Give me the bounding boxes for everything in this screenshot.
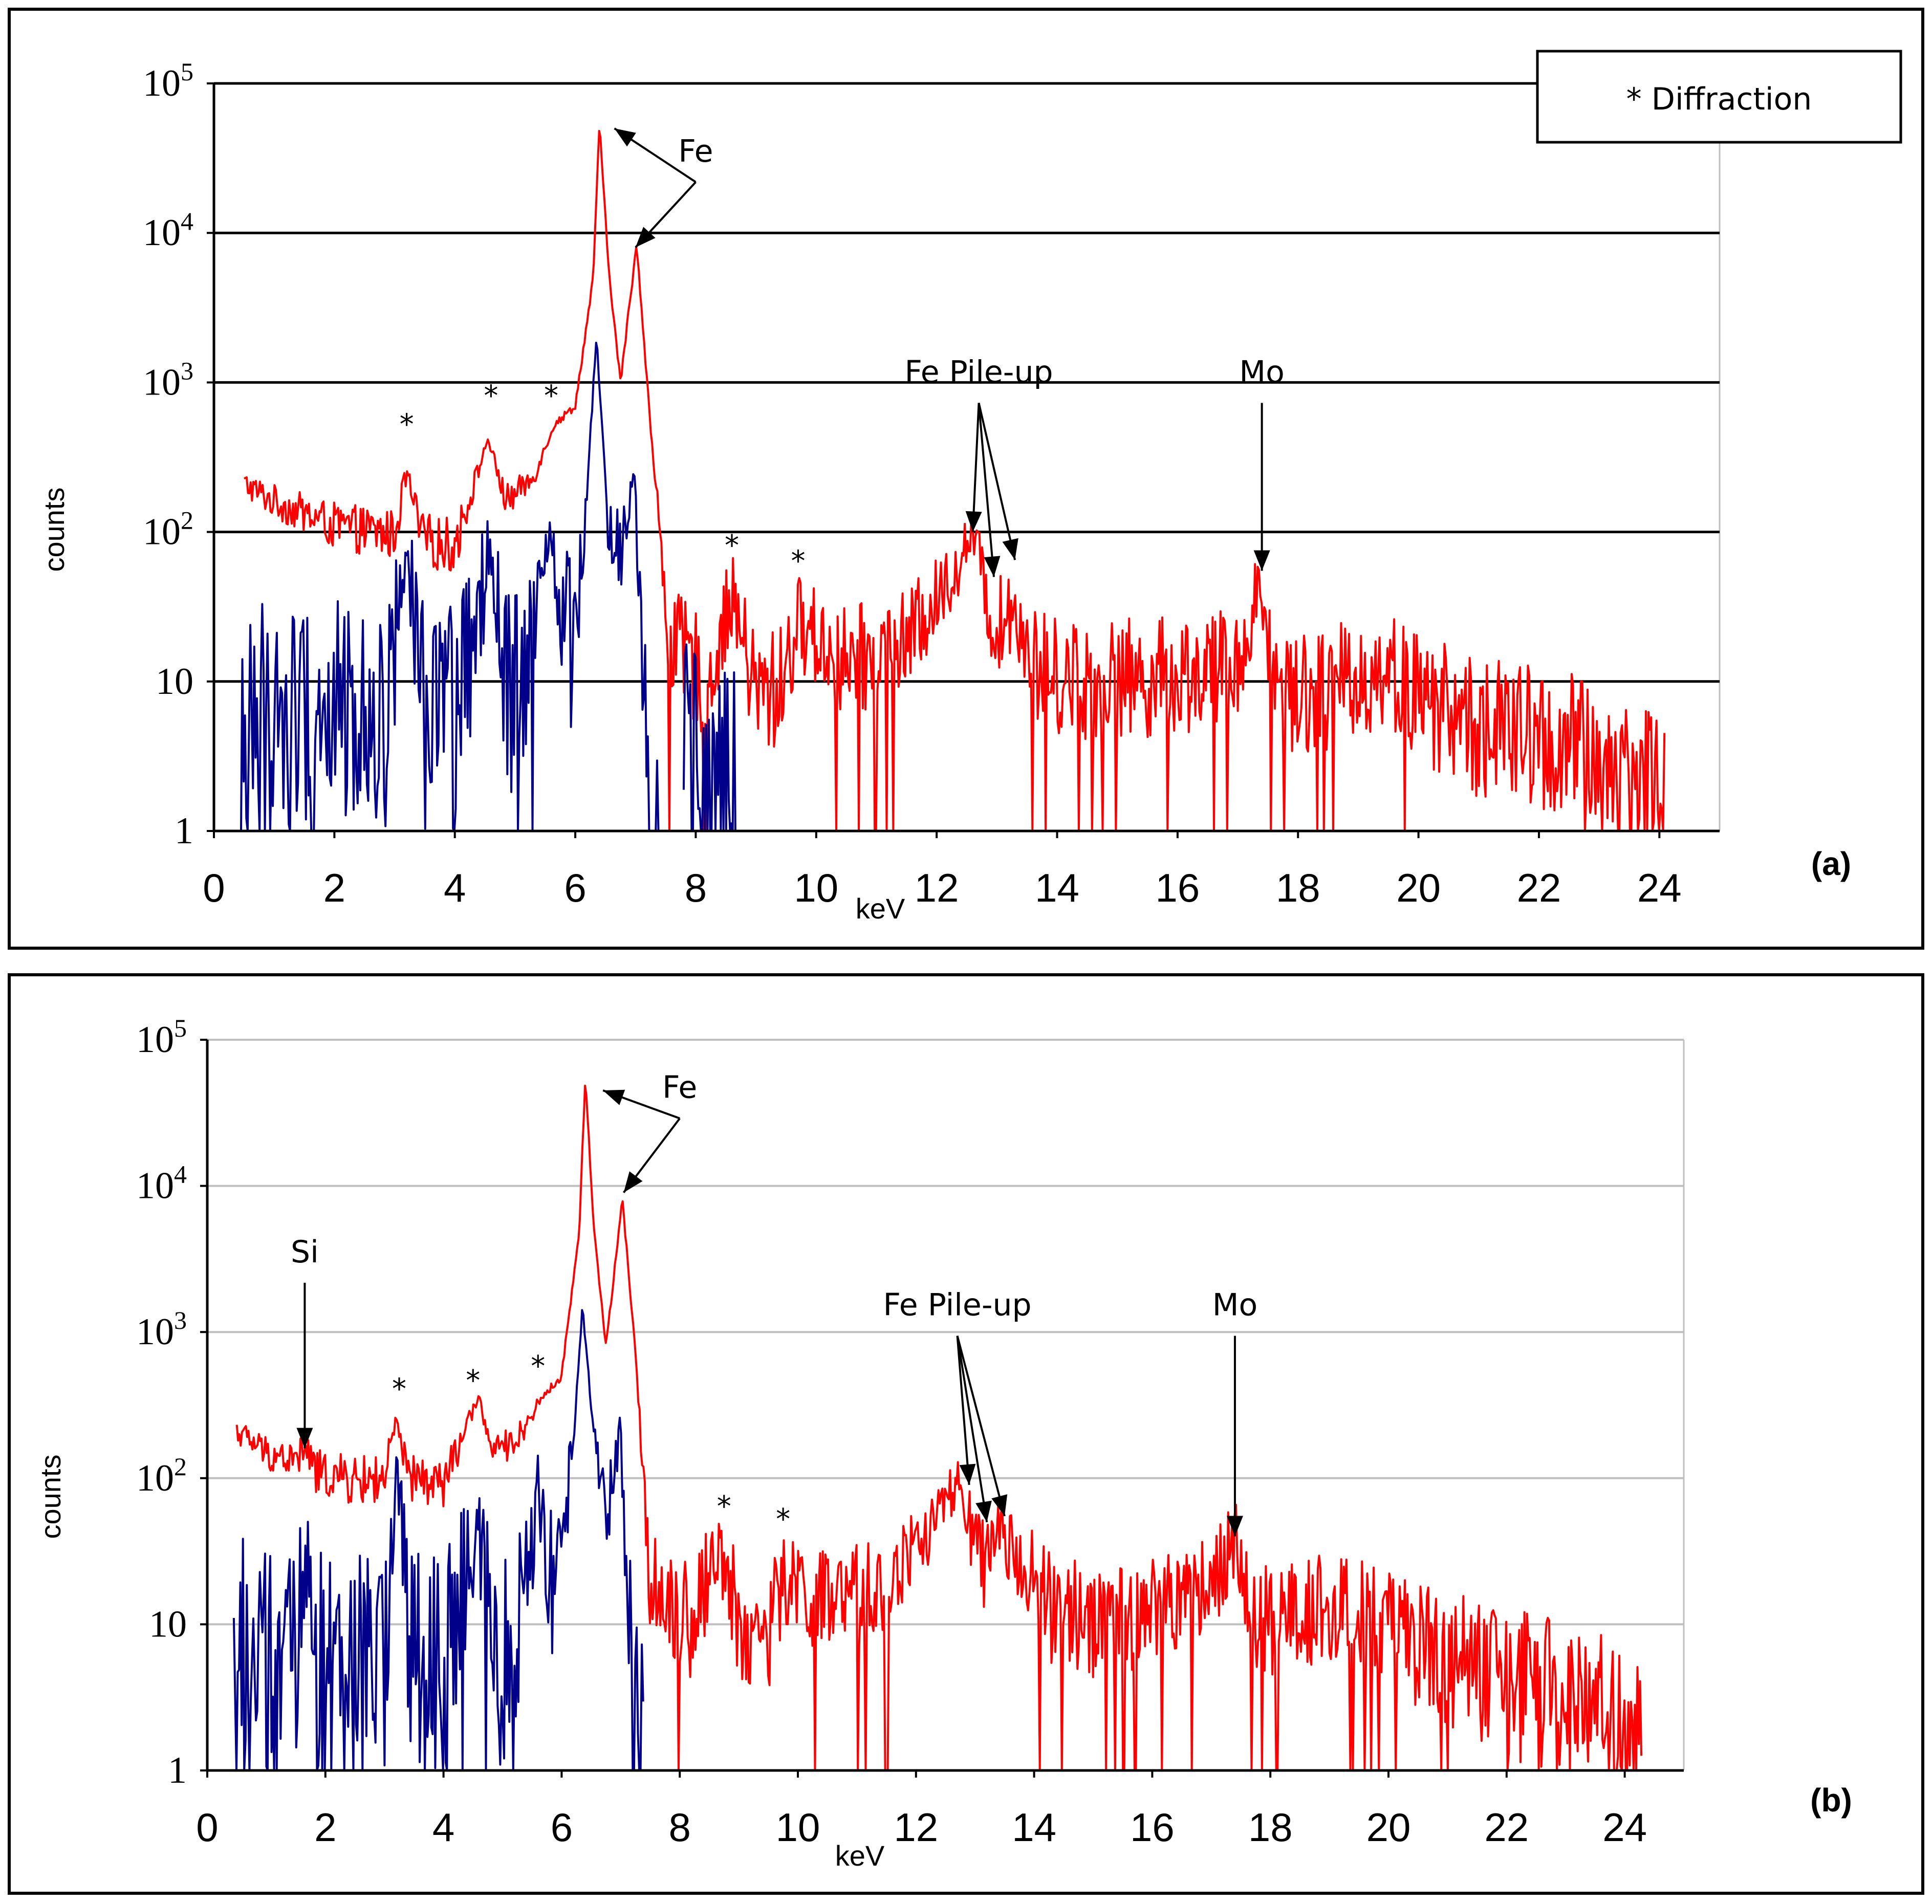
arrow-head bbox=[623, 1171, 643, 1193]
x-tick-label: 18 bbox=[1248, 1805, 1293, 1850]
annotation-arrow bbox=[956, 1336, 970, 1485]
y-tick-label: 1 bbox=[175, 810, 193, 852]
x-tick-label: 0 bbox=[196, 1805, 218, 1850]
arrow-head bbox=[635, 227, 656, 248]
x-tick-label: 10 bbox=[776, 1805, 820, 1850]
series-blue bbox=[232, 1309, 644, 1771]
diffraction-marker: * bbox=[392, 1372, 406, 1406]
legend-text: * Diffraction bbox=[1626, 81, 1812, 117]
diffraction-marker: * bbox=[717, 1490, 731, 1523]
arrow-head bbox=[603, 1089, 625, 1105]
y-tick-label: 103 bbox=[136, 1306, 187, 1353]
y-tick-label: 1 bbox=[168, 1749, 187, 1791]
arrow-head bbox=[296, 1428, 313, 1449]
diffraction-marker: * bbox=[400, 408, 414, 442]
x-tick-label: 24 bbox=[1602, 1805, 1647, 1850]
x-tick-label: 8 bbox=[685, 865, 707, 910]
arrow-head bbox=[984, 556, 1001, 577]
x-tick-label: 2 bbox=[323, 865, 345, 910]
x-tick-label: 12 bbox=[894, 1805, 938, 1850]
x-tick-label: 14 bbox=[1012, 1805, 1056, 1850]
annotation-arrow bbox=[971, 403, 980, 532]
x-tick-label: 2 bbox=[314, 1805, 336, 1850]
annotation-mo: Mo bbox=[1212, 1287, 1257, 1323]
diffraction-marker: * bbox=[484, 380, 498, 413]
y-tick-label: 10 bbox=[156, 661, 193, 703]
diffraction-marker: * bbox=[776, 1503, 790, 1536]
x-tick-label: 0 bbox=[203, 865, 225, 910]
annotation-fe-pile-up: Fe Pile-up bbox=[904, 354, 1053, 390]
arrow-head bbox=[1226, 1516, 1243, 1537]
series-blue bbox=[240, 341, 660, 832]
x-tick-label: 8 bbox=[669, 1805, 691, 1850]
arrow-head bbox=[614, 128, 636, 147]
y-axis-label: counts bbox=[38, 488, 70, 572]
panel-label: (a) bbox=[1811, 845, 1851, 882]
y-tick-label: 10 bbox=[149, 1603, 187, 1645]
y-axis-label: counts bbox=[34, 1455, 67, 1539]
annotation-fe: Fe bbox=[678, 134, 713, 169]
y-tick-label: 104 bbox=[136, 1160, 187, 1207]
x-tick-label: 16 bbox=[1155, 865, 1200, 910]
x-tick-label: 20 bbox=[1396, 865, 1441, 910]
arrow-head bbox=[1002, 538, 1018, 560]
x-tick-label: 16 bbox=[1130, 1805, 1175, 1850]
x-tick-label: 22 bbox=[1517, 865, 1561, 910]
x-tick-label: 24 bbox=[1637, 865, 1682, 910]
series-red bbox=[244, 129, 1666, 832]
x-axis-label: keV bbox=[835, 1840, 885, 1872]
panel-label: (b) bbox=[1810, 1782, 1852, 1819]
x-axis-label: keV bbox=[856, 892, 905, 925]
x-tick-label: 4 bbox=[432, 1805, 454, 1850]
arrow-head bbox=[959, 1463, 976, 1485]
arrow-head bbox=[975, 1500, 992, 1522]
annotation-arrow bbox=[978, 402, 1016, 560]
diffraction-marker: * bbox=[531, 1350, 545, 1383]
legend-box bbox=[1536, 50, 1902, 144]
series-red bbox=[235, 1084, 1643, 1771]
annotation-si: Si bbox=[291, 1234, 319, 1270]
arrow-head bbox=[965, 511, 982, 532]
diffraction-marker: * bbox=[466, 1364, 480, 1397]
annotation-arrow bbox=[956, 1336, 1006, 1517]
x-tick-label: 4 bbox=[444, 865, 466, 910]
x-tick-label: 14 bbox=[1035, 865, 1079, 910]
annotation-arrow bbox=[956, 1336, 988, 1523]
arrow-head bbox=[1253, 550, 1270, 571]
diffraction-marker: * bbox=[791, 544, 805, 578]
x-tick-label: 18 bbox=[1276, 865, 1320, 910]
annotation-fe-pile-up: Fe Pile-up bbox=[883, 1287, 1032, 1323]
x-tick-label: 22 bbox=[1484, 1805, 1529, 1850]
diffraction-marker: * bbox=[544, 380, 558, 413]
diffraction-marker: * bbox=[725, 529, 739, 562]
annotation-arrow bbox=[978, 403, 995, 577]
x-tick-label: 6 bbox=[564, 865, 586, 910]
arrow-head bbox=[991, 1494, 1008, 1516]
x-tick-label: 20 bbox=[1366, 1805, 1411, 1850]
x-tick-label: 12 bbox=[915, 865, 959, 910]
x-tick-label: 6 bbox=[551, 1805, 573, 1850]
annotation-mo: Mo bbox=[1239, 354, 1284, 390]
annotation-fe: Fe bbox=[662, 1070, 697, 1106]
x-tick-label: 10 bbox=[794, 865, 838, 910]
